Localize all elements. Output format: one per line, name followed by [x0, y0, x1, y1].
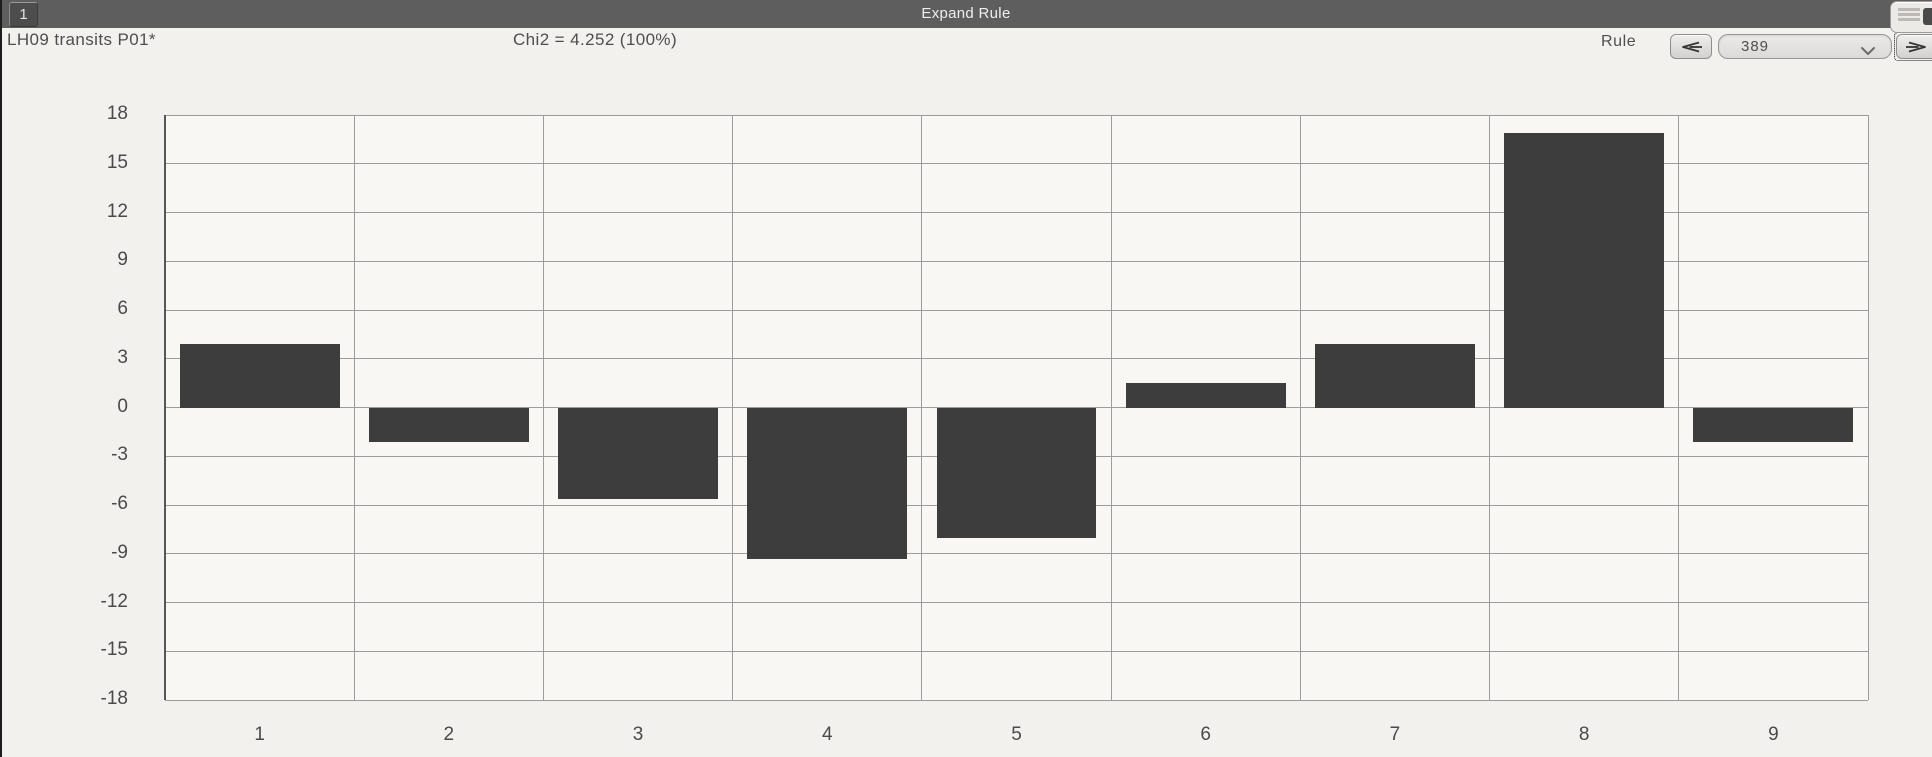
y-tick-label: -18: [100, 688, 128, 709]
chi2-value-label: Chi2 = 4.252 (100%): [513, 30, 678, 49]
y-tick-label: 18: [106, 103, 128, 124]
grid-line-h: [165, 309, 1868, 311]
next-rule-button[interactable]: [1896, 34, 1932, 59]
bar: [1125, 383, 1286, 408]
grid-line-h: [165, 212, 1868, 213]
bar: [747, 407, 908, 559]
title-bar: Expand Rule 1: [0, 0, 1932, 33]
grid-line-v: [732, 115, 734, 700]
x-tick-label: 3: [632, 724, 644, 745]
bar: [179, 344, 340, 408]
y-axis-line: [164, 115, 166, 700]
grid-line-h: [165, 602, 1868, 603]
grid-line-h: [165, 260, 1868, 262]
window-title: Expand Rule: [921, 5, 1011, 22]
tab-1-label: 1: [19, 6, 28, 23]
y-tick-label: -9: [111, 541, 128, 563]
bar: [1693, 407, 1854, 442]
bar: [368, 407, 529, 442]
grid-line-h: [165, 699, 1868, 701]
y-tick-label: 12: [106, 200, 128, 222]
y-tick-label: 0: [117, 395, 128, 417]
left-arrow-icon: [1678, 39, 1704, 55]
x-tick-label: 9: [1768, 724, 1779, 745]
x-tick-label: 4: [821, 724, 833, 745]
grid-line-h: [165, 358, 1868, 360]
bar: [558, 407, 718, 499]
corner-widget-button[interactable]: [1890, 1, 1932, 33]
bar: [936, 407, 1097, 538]
y-tick-label: -15: [100, 639, 128, 661]
x-tick-label: 8: [1578, 724, 1590, 745]
x-tick-label: 5: [1011, 724, 1022, 745]
rule-select[interactable]: 389: [1718, 34, 1892, 59]
y-tick-label: -3: [111, 444, 128, 466]
tab-1-button[interactable]: 1: [9, 2, 38, 27]
grid-line-v: [1678, 115, 1680, 700]
corner-widget-icon: [1923, 8, 1932, 25]
x-tick-label: 1: [254, 724, 265, 745]
x-tick-label: 7: [1389, 724, 1401, 745]
grid-line-v: [353, 115, 355, 700]
y-tick-label: 3: [117, 346, 128, 368]
y-tick-label: -12: [100, 590, 128, 612]
grid-line-v: [1867, 115, 1869, 700]
bar: [1314, 344, 1475, 408]
right-arrow-icon: [1904, 39, 1930, 55]
y-tick-label: 6: [117, 298, 128, 319]
grid-line-v: [1110, 115, 1112, 700]
grid-line-v: [921, 115, 923, 700]
rule-current-value: 389: [1741, 38, 1770, 55]
grid-line-v: [1489, 115, 1491, 700]
next-rule-focus-ring: [1894, 32, 1932, 61]
dataset-label: LH09 transits P01*: [7, 30, 156, 49]
window-left-border: [0, 0, 2, 757]
grid-line-h: [165, 553, 1868, 555]
bar: [1504, 132, 1665, 408]
grid-line-h: [165, 650, 1868, 652]
grid-line-h: [165, 114, 1868, 116]
list-lines-icon: [1898, 8, 1920, 11]
x-tick-label: 6: [1200, 724, 1211, 745]
y-tick-label: 15: [106, 151, 128, 173]
rule-label: Rule: [1601, 33, 1637, 50]
prev-rule-button[interactable]: [1670, 34, 1712, 59]
grid-line-v: [1299, 115, 1301, 700]
y-tick-label: -6: [111, 493, 128, 514]
x-tick-label: 2: [443, 724, 455, 745]
grid-line-h: [165, 163, 1868, 165]
y-tick-label: 9: [117, 249, 128, 271]
grid-line-v: [542, 115, 544, 700]
